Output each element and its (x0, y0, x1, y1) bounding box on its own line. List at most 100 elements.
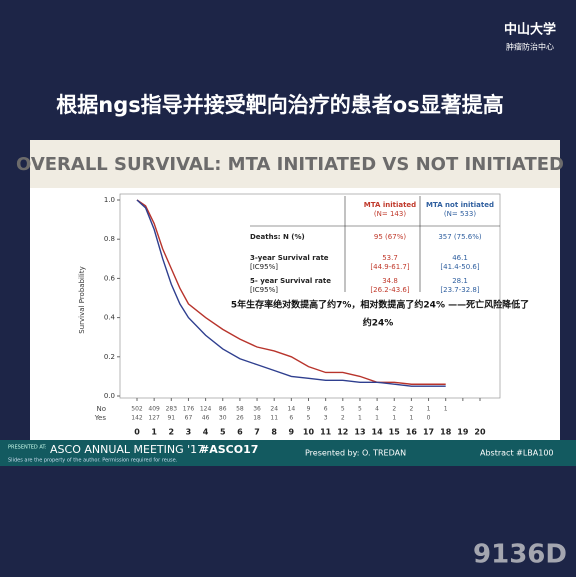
at-risk-label: No (96, 405, 106, 413)
plot-frame (119, 193, 501, 399)
at-risk-count: 6 (289, 415, 293, 422)
at-risk-count: 124 (200, 406, 212, 413)
at-risk-count: 4 (375, 406, 379, 413)
logo-sub: 肿瘤防治中心 (506, 42, 554, 52)
at-risk-count: 2 (409, 406, 413, 413)
at-risk-count: 5 (358, 406, 362, 413)
presented-at: PRESENTED AT: (8, 445, 47, 451)
at-risk-count: 26 (236, 415, 244, 422)
at-risk-count: 409 (148, 406, 160, 413)
at-risk-count: 1 (392, 415, 396, 422)
at-risk-count: 1 (427, 406, 431, 413)
at-risk-count: 1 (375, 415, 379, 422)
at-risk-count: 127 (148, 415, 160, 422)
table-cell: [41.4-50.6] (440, 263, 479, 271)
x-tick-label: 1 (151, 428, 157, 437)
y-tick-label: 0.4 (104, 314, 116, 322)
at-risk-count: 1 (444, 406, 448, 413)
slide-title-band (30, 140, 560, 188)
presenter: Presented by: O. TREDAN (305, 449, 406, 458)
table-row-label: [IC95%] (250, 263, 278, 271)
at-risk-count: 9 (307, 406, 311, 413)
x-tick-label: 14 (372, 428, 384, 437)
x-tick-label: 18 (440, 428, 452, 437)
x-tick-label: 0 (134, 428, 140, 437)
table-cell: [44.9-61.7] (370, 263, 409, 271)
table-row-label: 5- year Survival rate (250, 277, 331, 285)
x-tick-label: 13 (354, 428, 365, 437)
at-risk-label: Yes (94, 414, 107, 422)
table-cell: [26.2-43.6] (370, 286, 409, 294)
y-axis-label: Survival Probability (78, 266, 86, 333)
at-risk-count: 283 (166, 406, 178, 413)
x-tick-label: 2 (169, 428, 175, 437)
at-risk-count: 67 (185, 415, 193, 422)
slide-title: OVERALL SURVIVAL: MTA INITIATED VS NOT I… (16, 154, 564, 175)
x-tick-label: 4 (203, 428, 209, 437)
at-risk-count: 6 (324, 406, 328, 413)
x-tick-label: 9 (289, 428, 295, 437)
survival-curve (136, 199, 446, 387)
at-risk-count: 142 (131, 415, 143, 422)
x-tick-label: 6 (237, 428, 243, 437)
table-cell: 95 (67%) (374, 233, 406, 241)
at-risk-count: 1 (409, 415, 413, 422)
at-risk-count: 24 (270, 406, 278, 413)
table-row-label: [IC95%] (250, 286, 278, 294)
at-risk-count: 36 (253, 406, 261, 413)
x-tick-label: 3 (186, 428, 192, 437)
table-header: (N= 533) (444, 210, 476, 218)
at-risk-count: 58 (236, 406, 244, 413)
at-risk-count: 86 (219, 406, 227, 413)
annotation: 5年生存率绝对数提高了约7%，相对数提高了约24% ——死亡风险降低了 (231, 299, 529, 311)
x-tick-label: 15 (389, 428, 401, 437)
x-tick-label: 5 (220, 428, 226, 437)
header-title: 根据ngs指导并接受靶向治疗的患者os显著提高 (56, 93, 503, 117)
watermark: 9136D (473, 540, 567, 570)
at-risk-count: 176 (183, 406, 195, 413)
x-tick-label: 12 (337, 428, 348, 437)
x-tick-label: 20 (474, 428, 486, 437)
at-risk-count: 30 (219, 415, 227, 422)
at-risk-count: 91 (167, 415, 175, 422)
notice: Slides are the property of the author. P… (8, 458, 178, 464)
slide (30, 140, 560, 440)
y-tick-label: 0.2 (104, 353, 115, 361)
table-cell: 46.1 (452, 254, 468, 262)
x-tick-label: 10 (303, 428, 315, 437)
table-cell: 34.8 (382, 277, 398, 285)
x-tick-label: 16 (406, 428, 418, 437)
hashtag: #ASCO17 (200, 443, 258, 456)
table-header: MTA not initiated (426, 201, 494, 209)
y-tick-label: 0.8 (104, 235, 115, 243)
annotation: 约24% (363, 317, 394, 329)
table-header: (N= 143) (374, 210, 406, 218)
logo-name: 中山大学 (504, 22, 556, 38)
at-risk-count: 1 (358, 415, 362, 422)
table-cell: 53.7 (382, 254, 398, 262)
meeting: ASCO ANNUAL MEETING '17 (50, 443, 204, 456)
at-risk-count: 0 (427, 415, 431, 422)
x-tick-label: 17 (423, 428, 434, 437)
at-risk-count: 2 (392, 406, 396, 413)
table-row-label: Deaths: N (%) (250, 233, 305, 241)
at-risk-count: 5 (307, 415, 311, 422)
abstract: Abstract #LBA100 (480, 449, 554, 458)
x-tick-label: 19 (457, 428, 469, 437)
survival-curve (136, 199, 446, 385)
footer-bar (0, 440, 576, 466)
y-tick-label: 1.0 (104, 196, 115, 204)
y-tick-label: 0.6 (104, 274, 116, 282)
at-risk-count: 5 (341, 406, 345, 413)
y-tick-label: 0.0 (104, 392, 115, 400)
at-risk-count: 2 (341, 415, 345, 422)
at-risk-count: 46 (202, 415, 210, 422)
x-tick-label: 11 (320, 428, 332, 437)
table-cell: [23.7-32.8] (440, 286, 479, 294)
table-cell: 28.1 (452, 277, 468, 285)
at-risk-count: 502 (131, 406, 143, 413)
at-risk-count: 11 (270, 415, 278, 422)
at-risk-count: 3 (324, 415, 328, 422)
x-tick-label: 8 (271, 428, 277, 437)
